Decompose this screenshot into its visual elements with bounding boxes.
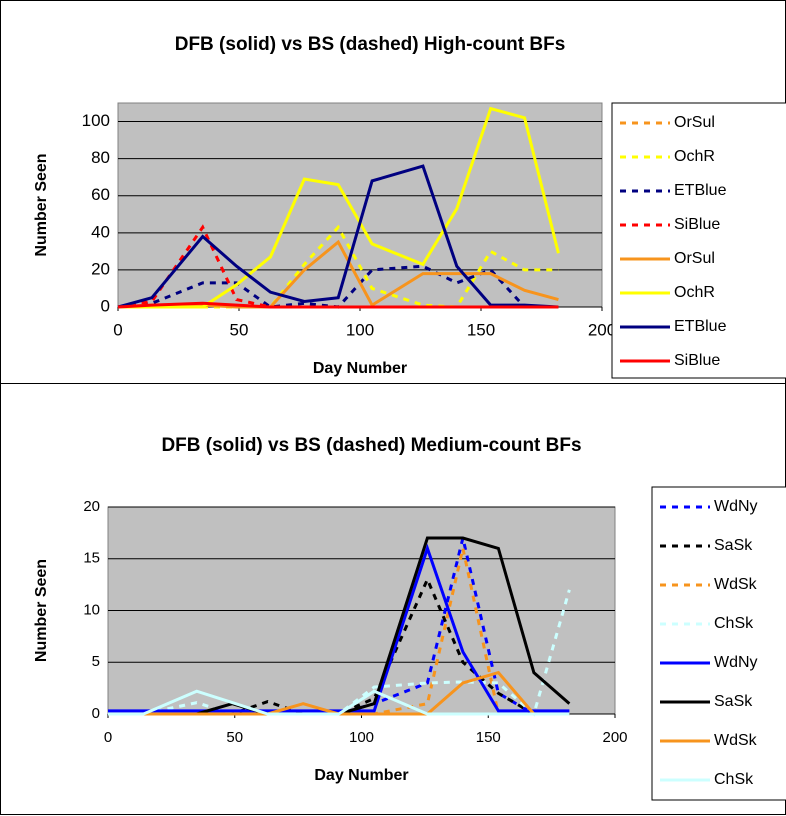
series-line [118, 106, 560, 309]
y-axis-label: Number Seen [33, 153, 50, 256]
legend-label: SiBlue [674, 216, 720, 233]
series-line [117, 164, 559, 309]
legend-label: SiBlue [674, 352, 720, 369]
y-axis-label: Number Seen [33, 559, 50, 662]
x-tick-label: 100 [349, 729, 374, 746]
legend-label: OrSul [674, 250, 715, 267]
legend-box [651, 486, 786, 801]
y-tick-label: 100 [82, 111, 110, 130]
y-tick-label: 40 [91, 222, 110, 241]
x-tick-label: 0 [104, 729, 112, 746]
legend-label: OchR [674, 284, 715, 301]
legend-label: WdSk [714, 732, 758, 749]
x-tick-label: 150 [467, 320, 495, 339]
x-tick-label: 100 [346, 320, 374, 339]
x-tick-label: 150 [476, 729, 501, 746]
plot-area [117, 102, 603, 308]
y-tick-label: 20 [83, 498, 100, 515]
series-line [117, 239, 559, 309]
legend-box [611, 102, 786, 379]
chart-title: DFB (solid) vs BS (dashed) Medium-count … [161, 435, 581, 456]
x-tick-label: 200 [602, 729, 627, 746]
y-tick-label: 0 [92, 705, 100, 722]
legend-label: ChSk [714, 771, 754, 788]
y-tick-label: 15 [83, 550, 100, 567]
x-axis-label: Day Number [314, 767, 408, 784]
y-tick-label: 10 [83, 601, 100, 618]
legend-label: ETBlue [674, 318, 727, 335]
series-line [117, 301, 559, 309]
legend-label: WdSk [714, 576, 758, 593]
y-tick-label: 0 [101, 296, 110, 315]
legend-label: SaSk [714, 537, 753, 554]
x-tick-label: 0 [113, 320, 122, 339]
legend-label: OrSul [674, 114, 715, 131]
legend-label: ChSk [714, 615, 754, 632]
y-tick-label: 5 [92, 653, 100, 670]
x-tick-label: 50 [226, 729, 243, 746]
legend-label: OchR [674, 148, 715, 165]
legend-label: WdNy [714, 498, 758, 515]
legend-label: WdNy [714, 654, 758, 671]
legend-label: ETBlue [674, 182, 727, 199]
x-tick-label: 50 [230, 320, 249, 339]
legend-label: SaSk [714, 693, 753, 710]
x-axis-label: Day Number [313, 360, 407, 377]
x-tick-label: 200 [588, 320, 616, 339]
y-tick-label: 80 [91, 148, 110, 167]
series-line [108, 543, 570, 713]
y-tick-label: 60 [91, 185, 110, 204]
chart-title: DFB (solid) vs BS (dashed) High-count BF… [175, 34, 566, 55]
y-tick-label: 20 [91, 259, 110, 278]
series-line [108, 689, 570, 716]
